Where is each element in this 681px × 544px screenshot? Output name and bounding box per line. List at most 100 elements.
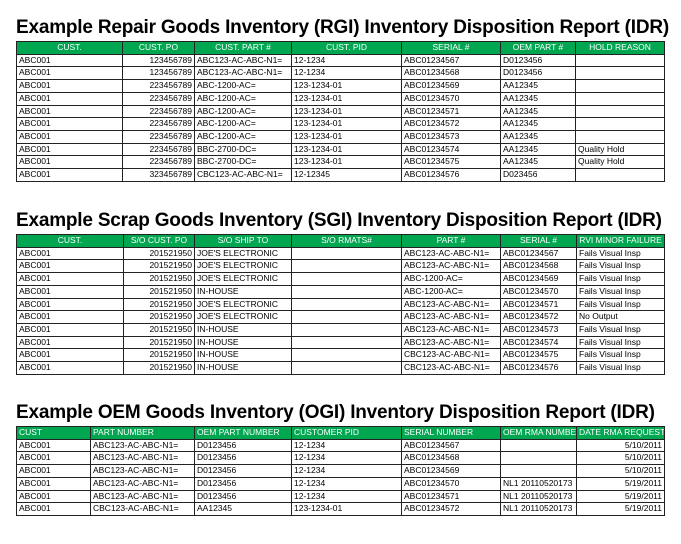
cell: BBC-2700-DC= — [194, 155, 292, 170]
cell — [291, 246, 402, 261]
header-cell: SERIAL # — [401, 41, 501, 55]
cell: IN-HOUSE — [194, 335, 292, 350]
cell: ABC001 — [16, 335, 124, 350]
cell: ABC001 — [16, 155, 123, 170]
cell — [500, 464, 577, 478]
cell: Fails Visual Insp — [576, 348, 665, 363]
row: ABC001 201521950 IN-HOUSE CBC123-AC-ABC-N1=… — [16, 361, 665, 375]
row: ABC001 223456789 ABC-1200-AC= 123-1234-01 AB… — [16, 129, 665, 144]
table: CUST. S/O CUST. PO S/O SHIP TO S/O RMATS# PA… — [16, 234, 665, 375]
row: ABC001 223456789 BBC-2700-DC= 123-1234-01 AB… — [16, 155, 665, 170]
cell: Fails Visual Insp — [576, 246, 665, 261]
cell: ABC001 — [16, 246, 124, 261]
section-title: Example Repair Goods Inventory (RGI) Inv… — [16, 17, 669, 38]
row: ABC001 ABC123-AC-ABC-N1= D0123456 12-1234 AB… — [16, 464, 665, 478]
cell: 223456789 — [122, 117, 195, 131]
row: ABC001 CBC123-AC-ABC-N1= AA12345 123-1234-0… — [16, 502, 665, 516]
cell: ABC01234570 — [401, 91, 501, 106]
cell: 12-1234 — [291, 53, 402, 68]
cell — [291, 284, 402, 299]
cell: ABC01234572 — [401, 502, 501, 516]
row: ABC001 323456789 CBC123-AC-ABC-N1= 12-12345… — [16, 168, 665, 182]
cell: 201521950 — [123, 284, 195, 299]
cell: ABC01234570 — [401, 476, 501, 491]
header-cell: OEM RMA NUMBE — [500, 426, 577, 440]
cell: 12-1234 — [291, 476, 402, 491]
cell: ABC01234572 — [401, 117, 501, 131]
cell: ABC123-AC-ABC-N1= — [401, 259, 501, 274]
cell: 12-1234 — [291, 66, 402, 81]
cell: ABC01234573 — [401, 129, 501, 144]
cell: ABC01234575 — [401, 155, 501, 170]
cell: 201521950 — [123, 348, 195, 363]
cell — [575, 66, 665, 81]
header-cell: PART # — [401, 234, 501, 248]
cell: ABC001 — [16, 438, 91, 453]
cell: ABC01234567 — [401, 53, 501, 68]
cell: 123-1234-01 — [291, 117, 402, 131]
cell: CBC123-AC-ABC-N1= — [401, 348, 501, 363]
cell — [575, 79, 665, 93]
cell: 12-1234 — [291, 451, 402, 466]
cell — [575, 53, 665, 68]
cell: ABC001 — [16, 502, 91, 516]
header-row: CUST. S/O CUST. PO S/O SHIP TO S/O RMATS# PA… — [16, 234, 665, 248]
cell: ABC-1200-AC= — [194, 117, 292, 131]
cell: ABC123-AC-ABC-N1= — [401, 246, 501, 261]
cell: ABC01234569 — [401, 79, 501, 93]
section: Example OEM Goods Inventory (OGI) Invent… — [16, 399, 665, 516]
cell: CBC123-AC-ABC-N1= — [194, 168, 292, 182]
header-cell: RVI MINOR FAILURE — [576, 234, 665, 248]
cell: IN-HOUSE — [194, 361, 292, 375]
row: ABC001 ABC123-AC-ABC-N1= D0123456 12-1234 AB… — [16, 489, 665, 504]
cell: ABC01234568 — [500, 259, 577, 274]
cell: ABC001 — [16, 142, 123, 157]
cell: ABC01234574 — [500, 335, 577, 350]
cell: ABC01234571 — [401, 489, 501, 504]
section-title: Example OEM Goods Inventory (OGI) Invent… — [16, 402, 655, 423]
section: Example Scrap Goods Inventory (SGI) Inve… — [16, 207, 665, 375]
cell: 201521950 — [123, 361, 195, 375]
cell: 5/19/2011 — [576, 489, 665, 504]
cell: ABC01234572 — [500, 310, 577, 324]
cell: 223456789 — [122, 91, 195, 106]
header-cell: CUST. — [16, 41, 123, 55]
cell: 123456789 — [122, 66, 195, 81]
row: ABC001 223456789 ABC-1200-AC= 123-1234-01 AB… — [16, 104, 665, 119]
cell: 201521950 — [123, 246, 195, 261]
cell: BBC-2700-DC= — [194, 142, 292, 157]
cell — [291, 361, 402, 375]
header-cell: CUSTOMER PID — [291, 426, 402, 440]
cell: ABC01234570 — [500, 284, 577, 299]
cell: AA12345 — [500, 91, 576, 106]
cell: ABC01234568 — [401, 451, 501, 466]
cell — [291, 310, 402, 324]
row: ABC001 123456789 ABC123-AC-ABC-N1= 12-1234 A… — [16, 66, 665, 81]
cell: ABC123-AC-ABC-N1= — [401, 297, 501, 312]
cell: ABC001 — [16, 322, 124, 337]
cell: 123-1234-01 — [291, 129, 402, 144]
cell: ABC001 — [16, 284, 124, 299]
cell: ABC123-AC-ABC-N1= — [194, 66, 292, 81]
cell: ABC01234573 — [500, 322, 577, 337]
cell: IN-HOUSE — [194, 322, 292, 337]
cell: 5/10/2011 — [576, 464, 665, 478]
cell: 5/10/2011 — [576, 451, 665, 466]
cell: Fails Visual Insp — [576, 259, 665, 274]
cell: 123-1234-01 — [291, 502, 402, 516]
row: ABC001 201521950 IN-HOUSE ABC123-AC-ABC-N1=… — [16, 322, 665, 337]
cell: ABC01234569 — [401, 464, 501, 478]
row: ABC001 223456789 BBC-2700-DC= 123-1234-01 AB… — [16, 142, 665, 157]
cell: ABC01234574 — [401, 142, 501, 157]
row: ABC001 201521950 JOE'S ELECTRONIC ABC123-AC… — [16, 246, 665, 261]
cell — [500, 451, 577, 466]
cell: JOE'S ELECTRONIC — [194, 297, 292, 312]
row: ABC001 201521950 IN-HOUSE ABC123-AC-ABC-N1=… — [16, 335, 665, 350]
cell: ABC-1200-AC= — [194, 129, 292, 144]
cell: 5/19/2011 — [576, 502, 665, 516]
cell — [575, 129, 665, 144]
cell: Quality Hold — [575, 155, 665, 170]
row: ABC001 201521950 IN-HOUSE CBC123-AC-ABC-N1=… — [16, 348, 665, 363]
cell: AA12345 — [500, 104, 576, 119]
cell: 223456789 — [122, 142, 195, 157]
